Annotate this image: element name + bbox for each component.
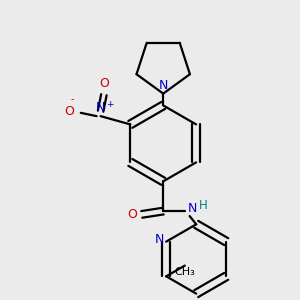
- Text: CH₃: CH₃: [174, 267, 195, 277]
- Text: N: N: [96, 101, 105, 114]
- Text: H: H: [199, 199, 207, 212]
- Text: -: -: [71, 94, 74, 105]
- Text: O: O: [99, 77, 109, 90]
- Text: O: O: [64, 105, 74, 118]
- Text: +: +: [106, 100, 114, 109]
- Text: O: O: [127, 208, 137, 221]
- Text: N: N: [188, 202, 197, 215]
- Text: N: N: [158, 79, 168, 92]
- Text: N: N: [155, 233, 165, 247]
